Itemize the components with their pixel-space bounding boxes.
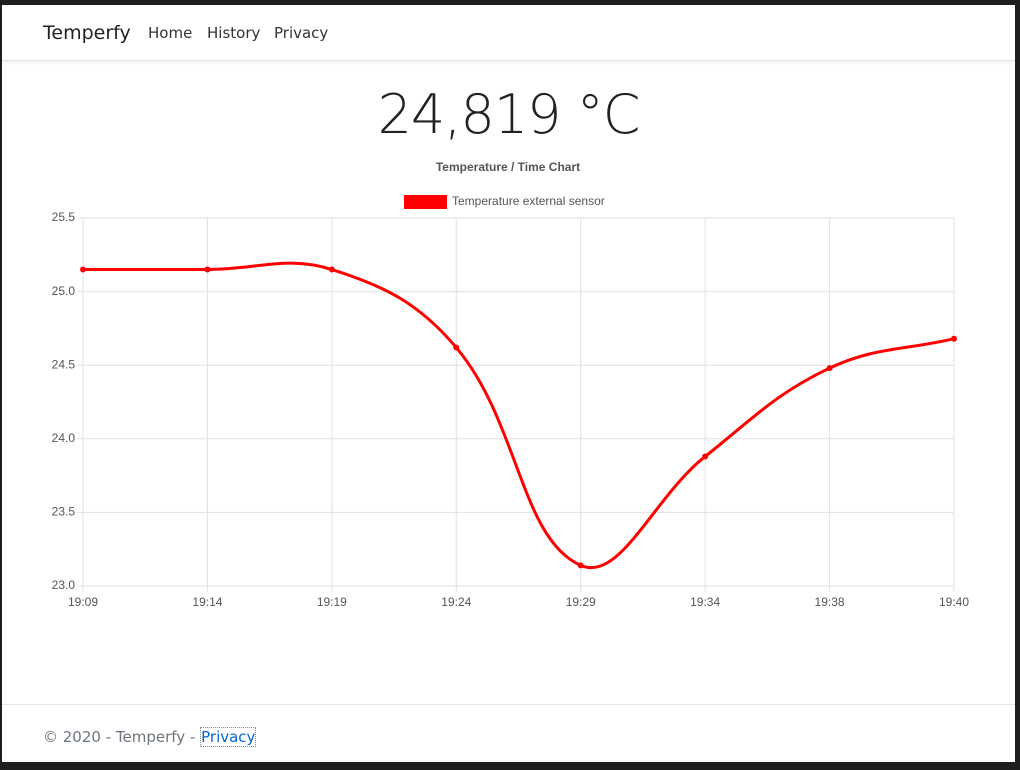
x-tick-label: 19:34 (690, 595, 720, 609)
point (702, 453, 709, 460)
x-tick-label: 19:40 (939, 595, 969, 609)
window: Temperfy Home History Privacy 24,819 °C … (2, 5, 1015, 762)
point (577, 562, 584, 569)
temperature-reading: 24,819 °C (377, 83, 641, 146)
x-tick-label: 19:38 (815, 595, 845, 609)
legend-swatch (404, 195, 447, 209)
chart: Temperature / Time Chart 23.0 23.5 24.0 24.… (52, 160, 970, 609)
x-tick-label: 19:19 (317, 595, 347, 609)
copyright: © 2020 - Temperfy - (43, 728, 196, 746)
point (80, 266, 86, 273)
y-tick-label: 24.0 (52, 431, 76, 445)
point (453, 344, 460, 351)
legend-label: Temperature external sensor (452, 194, 605, 208)
navbar: Temperfy Home History Privacy (2, 5, 1015, 61)
footer-link[interactable]: Privacy (200, 727, 257, 747)
x-tick-label: 19:14 (192, 595, 222, 609)
point (204, 266, 211, 273)
line (83, 261, 955, 570)
footer: © 2020 - Temperfy - Privacy (2, 704, 1015, 763)
nav-link[interactable]: Privacy (274, 24, 329, 42)
footer-text: © 2020 - Temperfy - Privacy (43, 727, 257, 747)
x-tick-label: 19:24 (441, 595, 471, 609)
chart-title: Temperature / Time Chart (436, 160, 580, 174)
y-tick-label: 23.0 (52, 578, 76, 592)
point (826, 365, 833, 372)
point (951, 335, 957, 342)
x-tick-label: 19:29 (566, 595, 596, 609)
brand[interactable]: Temperfy (43, 22, 131, 44)
y-tick-label: 24.5 (52, 357, 76, 371)
point (328, 266, 335, 273)
y-tick-label: 23.5 (52, 505, 76, 519)
nav-link[interactable]: History (207, 24, 261, 42)
y-tick-label: 25.0 (52, 284, 76, 298)
nav-link[interactable]: Home (148, 24, 193, 42)
x-tick-label: 19:09 (68, 595, 98, 609)
y-tick-label: 25.5 (52, 210, 76, 224)
